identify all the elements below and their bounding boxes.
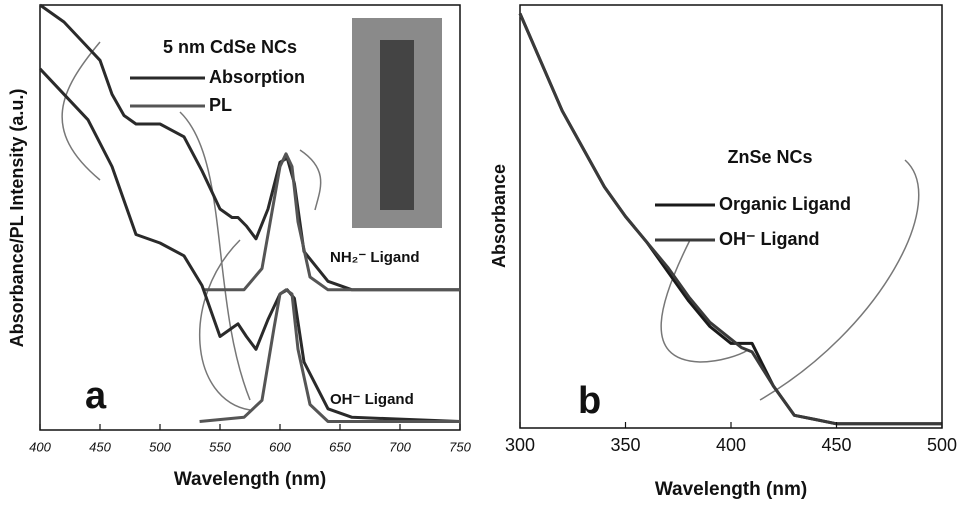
annotation: a [85, 375, 107, 417]
x-tick-label: 300 [505, 435, 535, 455]
arrow [199, 239, 251, 411]
x-tick-label: 450 [821, 435, 851, 455]
chart-title: 5 nm CdSe NCs [163, 37, 297, 57]
data-line [518, 12, 942, 426]
plot-frame [39, 4, 461, 431]
x-tick-label: 750 [449, 439, 471, 454]
x-tick-label: 650 [329, 439, 351, 454]
x-tick-label: 500 [927, 435, 957, 455]
arrow [660, 239, 749, 363]
annotation: OH⁻ Ligand [330, 391, 414, 408]
x-tick-label: 600 [269, 439, 291, 454]
arrow [759, 159, 920, 401]
chart-title: ZnSe NCs [727, 147, 812, 167]
legend-label: PL [209, 95, 232, 115]
x-tick-label: 500 [149, 439, 171, 454]
data-line [204, 152, 460, 292]
arrow [179, 111, 251, 401]
x-tick-label: 700 [389, 439, 411, 454]
decorations [61, 18, 920, 411]
y-axis-label: Absorbance/PL Intensity (a.u.) [7, 89, 27, 348]
x-axis-label: Wavelength (nm) [174, 469, 326, 490]
x-tick-label: 350 [610, 435, 640, 455]
x-tick-label: 450 [89, 439, 111, 454]
arrow [299, 149, 322, 211]
annotation: NH₂⁻ Ligand [330, 249, 420, 266]
y-axis-label: Absorbance [489, 164, 509, 268]
inset-vial [380, 40, 414, 210]
plot-frame [519, 4, 943, 429]
data-line [518, 12, 942, 426]
legend-label: Absorption [209, 67, 305, 87]
x-axis-label: Wavelength (nm) [655, 479, 807, 500]
data-line [199, 288, 460, 423]
legend-label: Organic Ligand [719, 194, 851, 214]
x-tick-label: 400 [716, 435, 746, 455]
arrow [61, 41, 101, 181]
legend-label: OH⁻ Ligand [719, 229, 820, 249]
x-tick-label: 550 [209, 439, 231, 454]
x-tick-label: 400 [29, 439, 51, 454]
data-line [38, 67, 461, 423]
annotation: b [578, 380, 601, 422]
